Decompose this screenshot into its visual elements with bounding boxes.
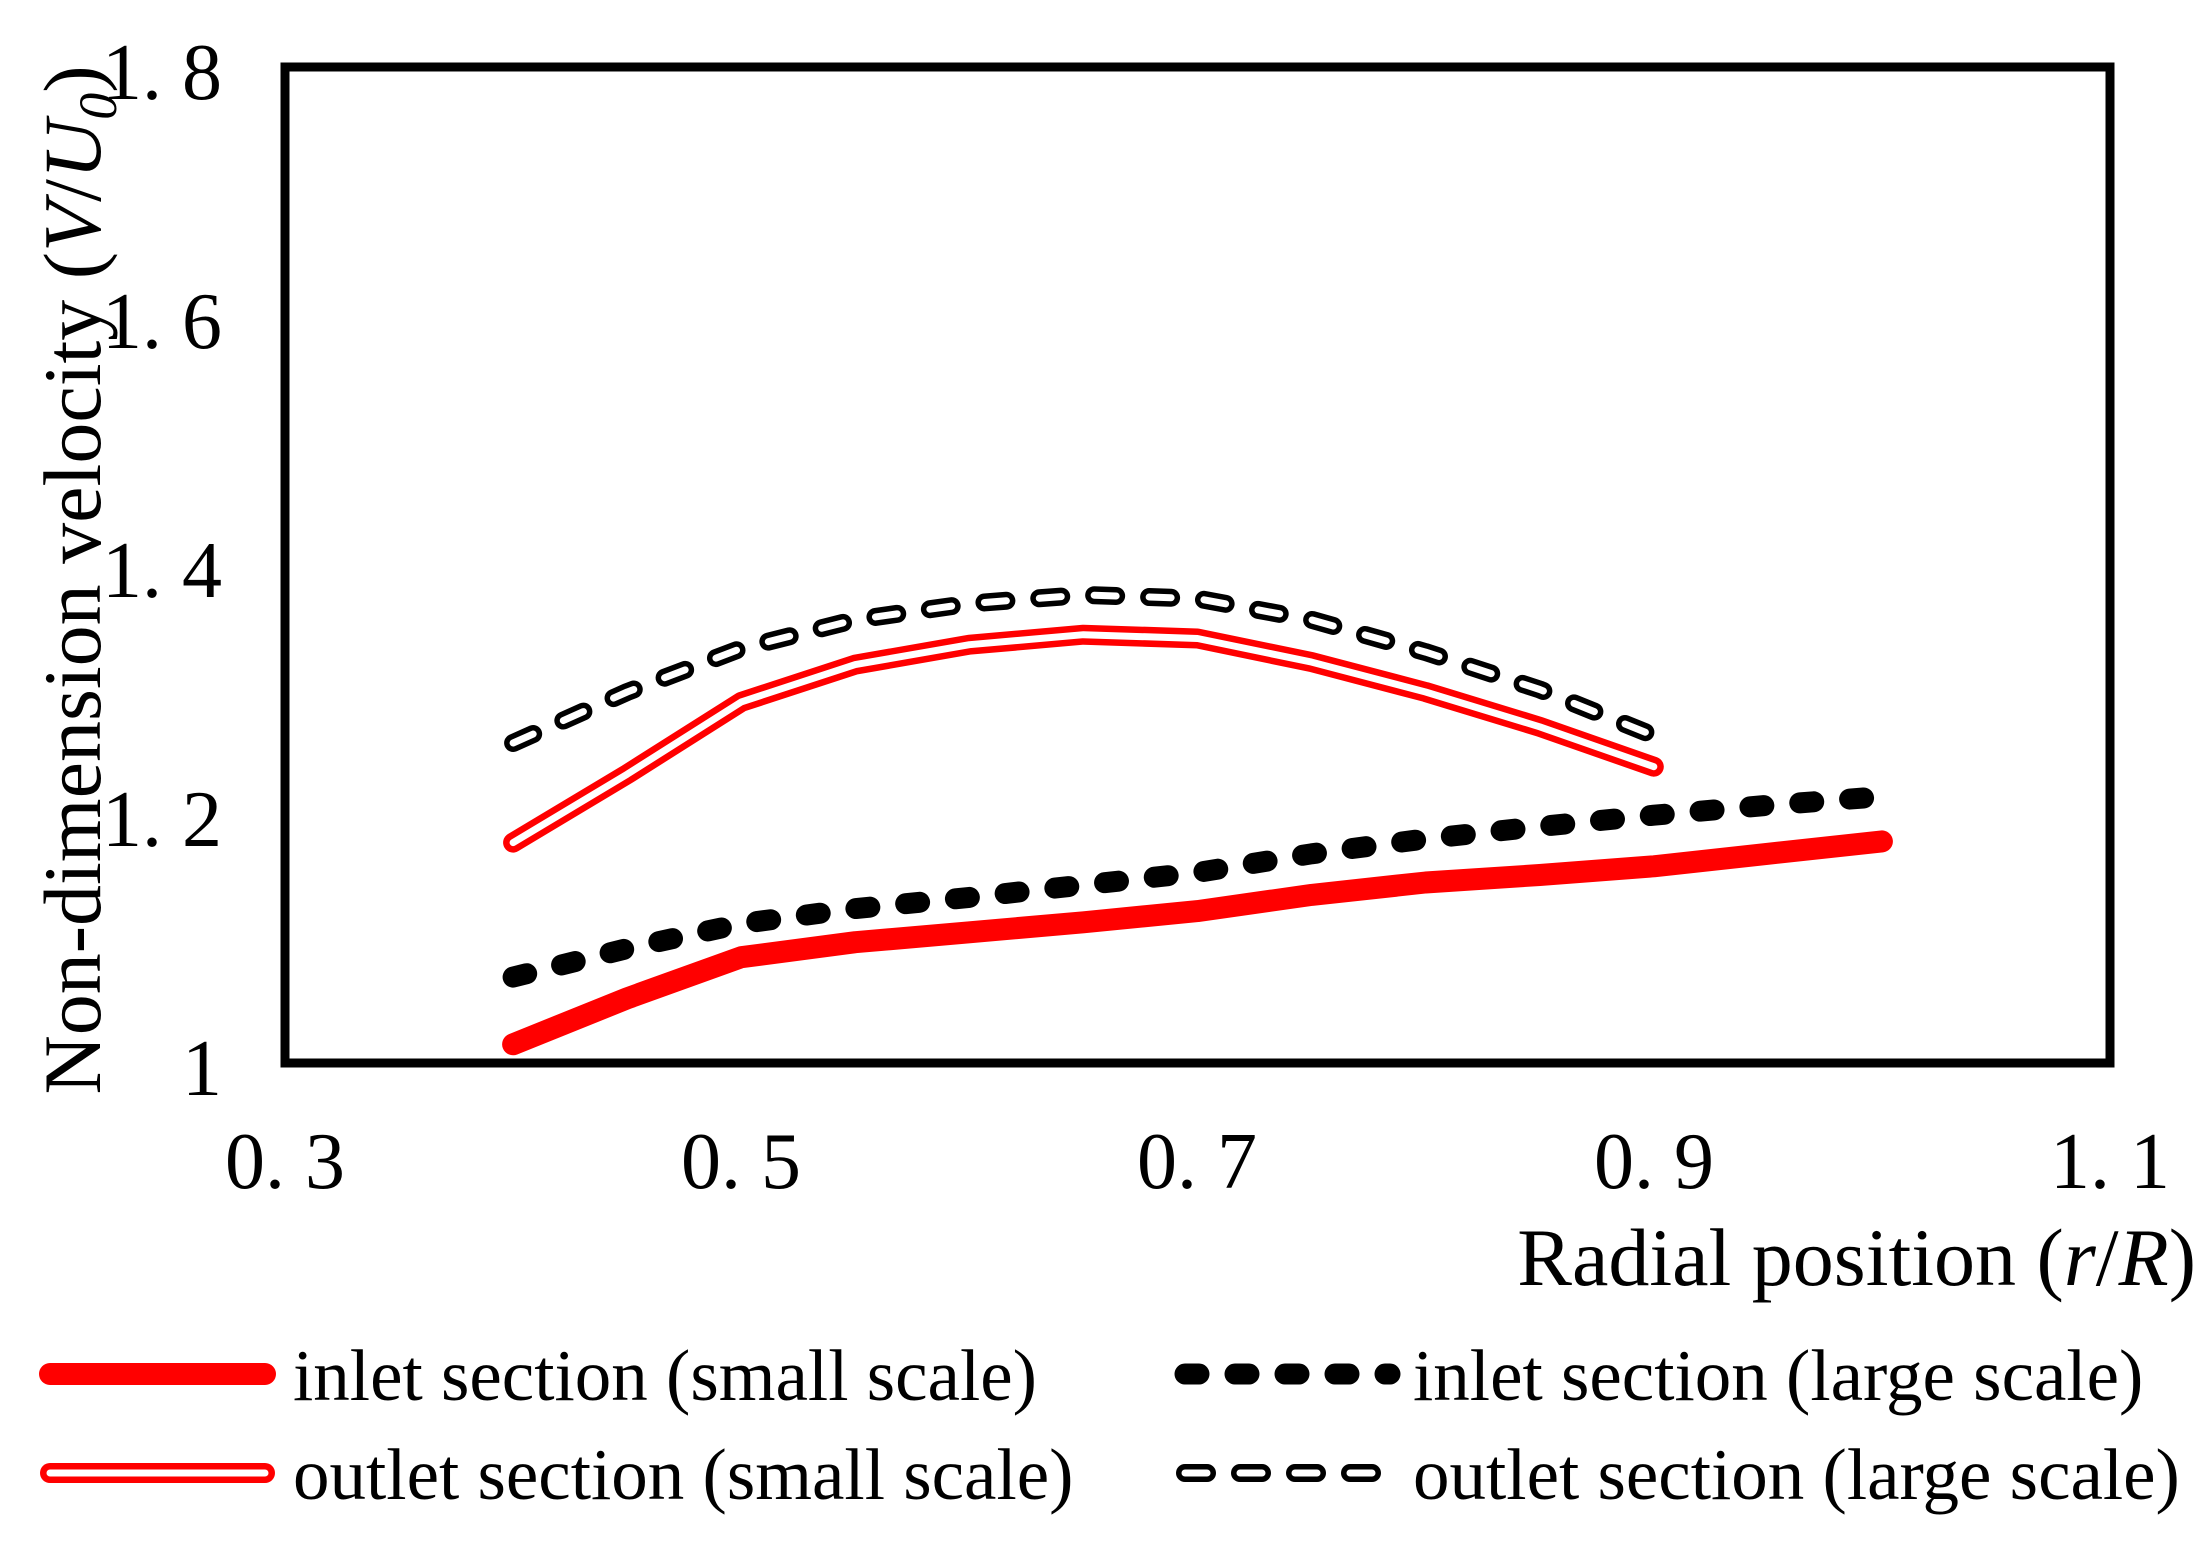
legend-label-outlet-large: outlet section (large scale) [1413, 1434, 2180, 1515]
y-tick-label: 1. 2 [102, 776, 222, 864]
x-tick-label: 0. 5 [681, 1118, 801, 1206]
y-tick-label: 1. 6 [102, 278, 222, 366]
series-inlet-section-large-scale-line [502, 786, 1893, 988]
y-axis-title: Non-dimension velocity (V/U0) [27, 65, 128, 1094]
legend-label-inlet-small: inlet section (small scale) [293, 1335, 1037, 1416]
legend-label-outlet-small: outlet section (small scale) [293, 1434, 1073, 1515]
legend-labels: inlet section (small scale) outlet secti… [293, 1335, 2180, 1515]
legend-label-inlet-large: inlet section (large scale) [1413, 1335, 2143, 1416]
x-tick-label: 0. 3 [225, 1118, 345, 1206]
plot-area [280, 62, 2115, 1068]
series-outlet-section-large-scale-line [504, 585, 1663, 752]
series-outlet-section-large-scale-core [509, 591, 1658, 747]
x-tick-label: 1. 1 [2050, 1118, 2170, 1206]
x-tick-label: 0. 7 [1137, 1118, 1257, 1206]
series-outlet-section-small-scale-core [509, 631, 1658, 847]
x-tick-label: 0. 9 [1594, 1118, 1714, 1206]
legend-swatches [39, 1363, 1401, 1483]
y-tick-label: 1. 4 [102, 527, 222, 615]
x-axis-tick-labels: 0. 3 0. 5 0. 7 0. 9 1. 1 [225, 1118, 2170, 1206]
plot-series [502, 585, 1893, 1056]
y-axis-tick-labels: 1. 8 1. 6 1. 4 1. 2 1 [102, 29, 222, 1113]
y-tick-label: 1 [182, 1025, 222, 1113]
y-tick-label: 1. 8 [102, 29, 222, 117]
series-inlet-section-small-scale-line [502, 830, 1893, 1056]
x-axis-title: Radial position (r/R) [1517, 1212, 2196, 1303]
